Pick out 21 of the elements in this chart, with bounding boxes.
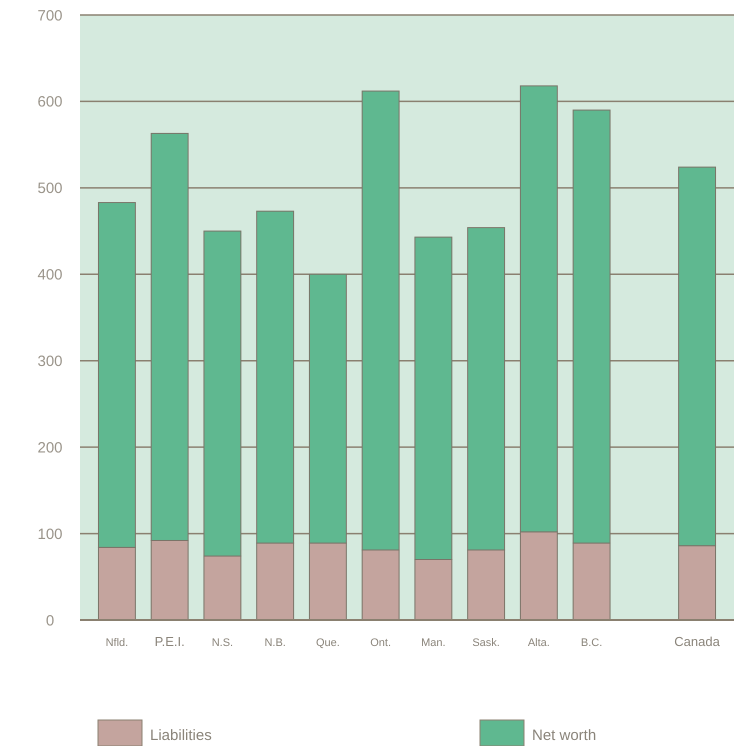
x-tick-label: N.B. — [264, 637, 286, 649]
y-tick-label: 500 — [37, 180, 63, 198]
y-tick-label: 300 — [37, 352, 63, 370]
legend-label: Liabilities — [150, 727, 212, 744]
x-tick-label: B.C. — [580, 637, 602, 649]
x-tick-label: N.S. — [212, 637, 234, 649]
x-tick-label: Sask. — [472, 637, 500, 649]
y-tick-label: 600 — [37, 94, 63, 111]
y-tick-label: 0 — [46, 612, 54, 630]
x-tick-label: Que. — [316, 637, 340, 649]
x-tick-label: Alta. — [528, 637, 550, 649]
x-tick-label: Man. — [421, 637, 446, 649]
y-tick-label: 100 — [37, 526, 63, 543]
legend-label: Net worth — [532, 727, 596, 744]
x-tick-label: Nfld. — [106, 637, 128, 649]
y-tick-label: 400 — [37, 266, 63, 284]
x-tick-label: P.E.I. — [154, 634, 185, 649]
y-tick-label: 200 — [37, 439, 63, 456]
x-tick-label: Ont. — [370, 637, 392, 649]
y-tick-label: 700 — [37, 7, 63, 24]
x-tick-label: Canada — [674, 634, 721, 649]
